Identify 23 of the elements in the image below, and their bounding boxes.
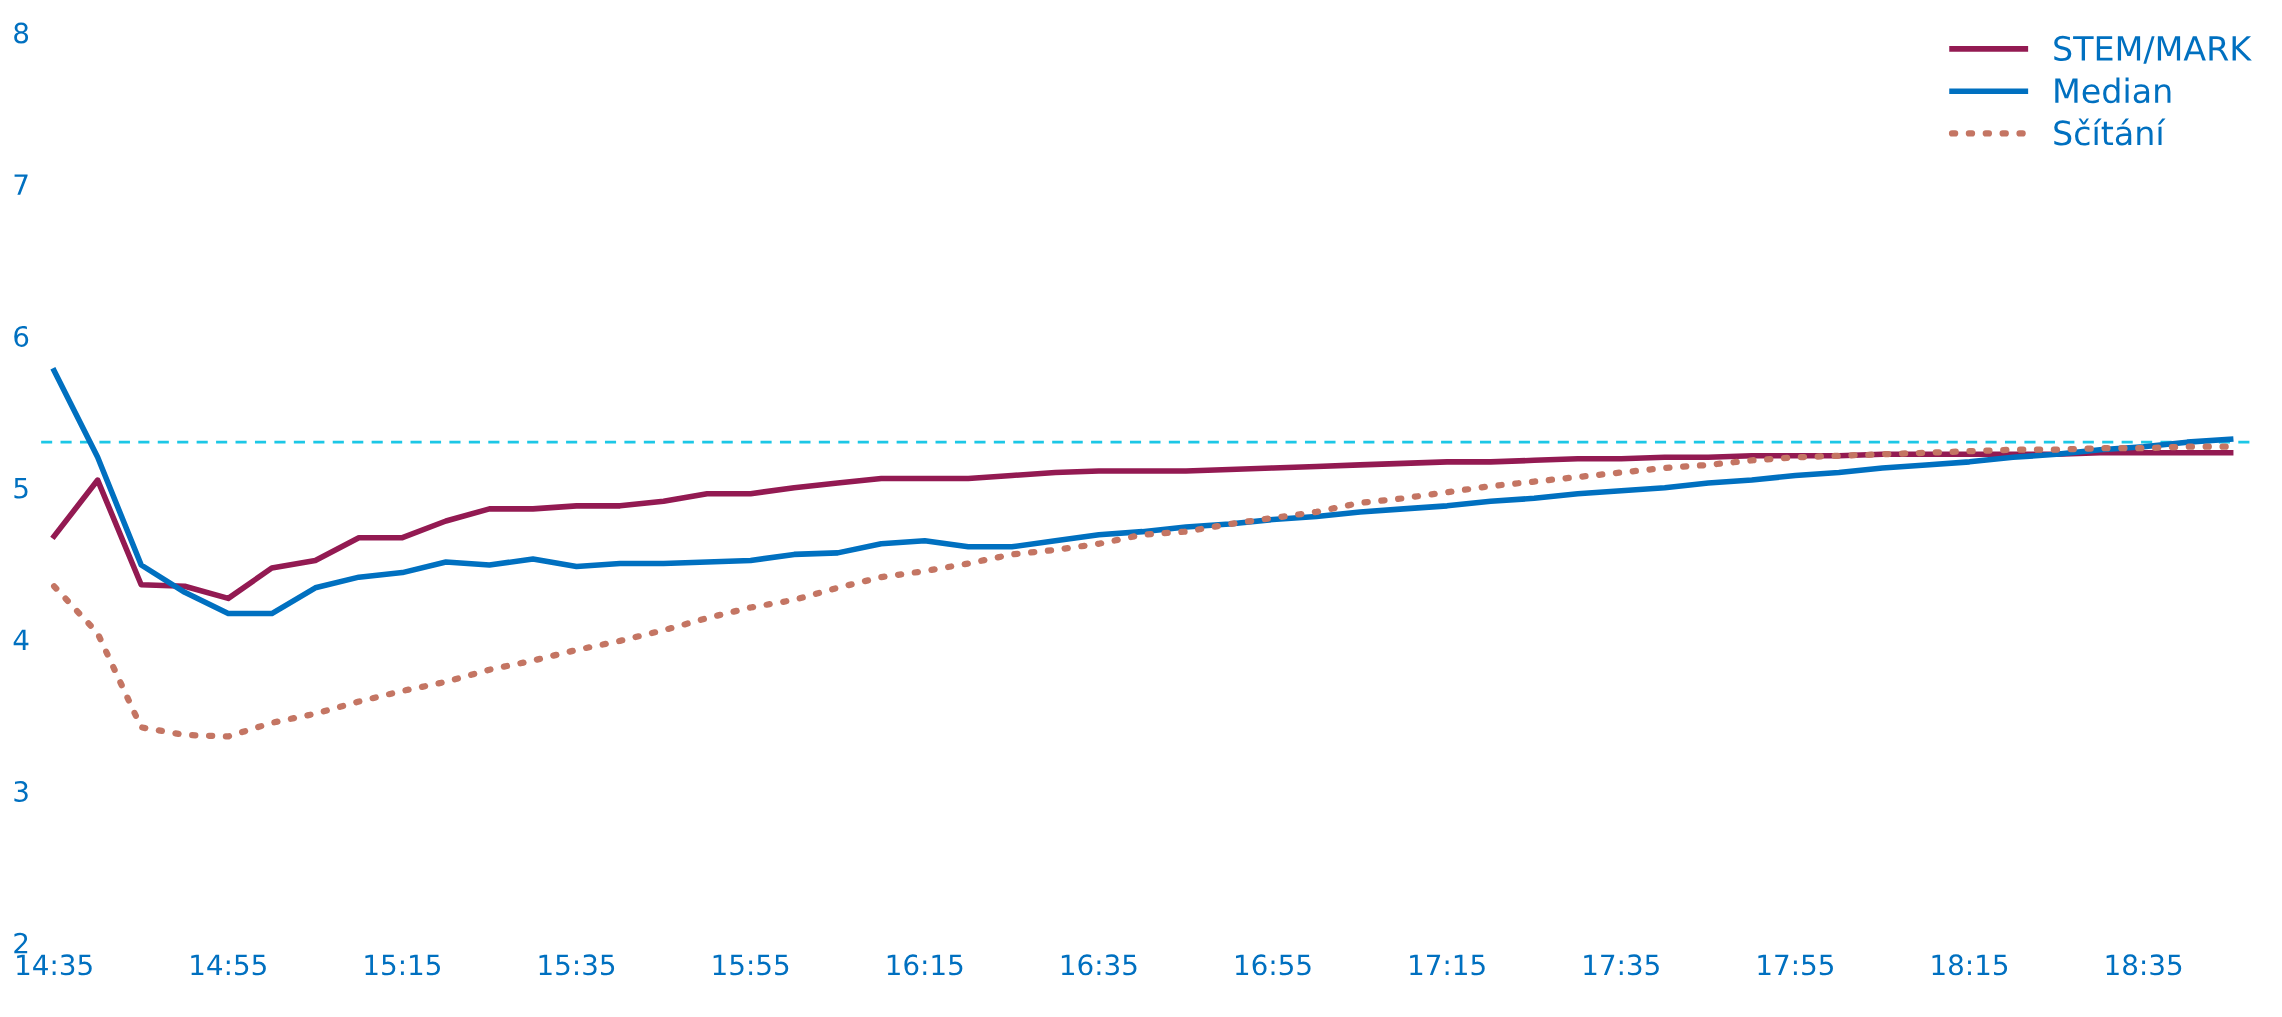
x-tick-label: 14:35 xyxy=(17,954,92,976)
x-tick-label: 18:15 xyxy=(1932,954,2008,976)
y-tick-label: 7 xyxy=(14,174,28,195)
x-tick-label: 15:55 xyxy=(713,954,789,976)
x-tick-label: 16:15 xyxy=(887,954,963,976)
x-tick-label: 15:35 xyxy=(539,954,615,976)
x-tick-label: 18:35 xyxy=(2106,954,2182,976)
y-tick-label: 4 xyxy=(13,629,29,650)
legend-label: STEM/MARK xyxy=(2054,35,2252,64)
x-tick-label: 14:55 xyxy=(191,954,266,976)
y-tick-label: 5 xyxy=(14,477,28,499)
y-tick-label: 8 xyxy=(14,22,29,44)
x-tick-label: 17:55 xyxy=(1758,954,1833,976)
y-tick-label: 6 xyxy=(14,325,29,347)
x-tick-label: 17:35 xyxy=(1584,954,1659,976)
legend-label: Median xyxy=(2055,77,2171,104)
x-tick-label: 15:15 xyxy=(365,954,440,976)
x-tick-label: 16:35 xyxy=(1061,954,1137,976)
x-tick-label: 17:15 xyxy=(1410,954,1485,976)
y-tick-label: 3 xyxy=(14,780,28,802)
x-tick-label: 16:55 xyxy=(1236,954,1311,976)
legend-label: Sčítání xyxy=(2054,118,2166,146)
y-tick-label: 2 xyxy=(14,932,28,954)
